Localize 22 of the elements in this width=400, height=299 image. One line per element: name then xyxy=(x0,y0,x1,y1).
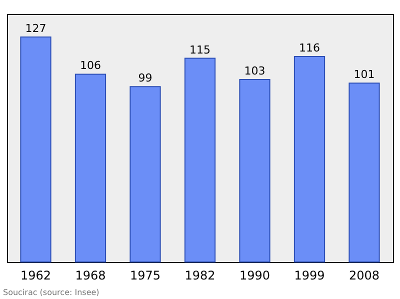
x-tick-label: 1962 xyxy=(20,268,52,282)
x-tick-label: 1982 xyxy=(184,268,216,282)
data-label: 106 xyxy=(80,59,101,72)
x-tick-label: 1999 xyxy=(294,268,325,282)
bar xyxy=(20,36,52,262)
x-tick-label: 1990 xyxy=(239,268,270,282)
bar xyxy=(74,74,106,262)
data-label: 116 xyxy=(299,42,320,55)
x-tick-label: 1968 xyxy=(75,268,106,282)
bar xyxy=(239,79,270,262)
bar xyxy=(184,58,216,262)
data-label: 99 xyxy=(138,72,152,85)
data-label: 127 xyxy=(25,22,46,36)
bar xyxy=(130,86,161,262)
data-label: 101 xyxy=(354,68,375,82)
x-tick-label: 2008 xyxy=(348,268,380,282)
x-tick-label: 1975 xyxy=(130,268,161,282)
data-label: 103 xyxy=(244,64,266,78)
bar xyxy=(294,56,326,262)
text: Soucirac (source: Insee) xyxy=(3,288,100,297)
bar xyxy=(348,82,380,262)
data-label: 115 xyxy=(190,43,210,56)
